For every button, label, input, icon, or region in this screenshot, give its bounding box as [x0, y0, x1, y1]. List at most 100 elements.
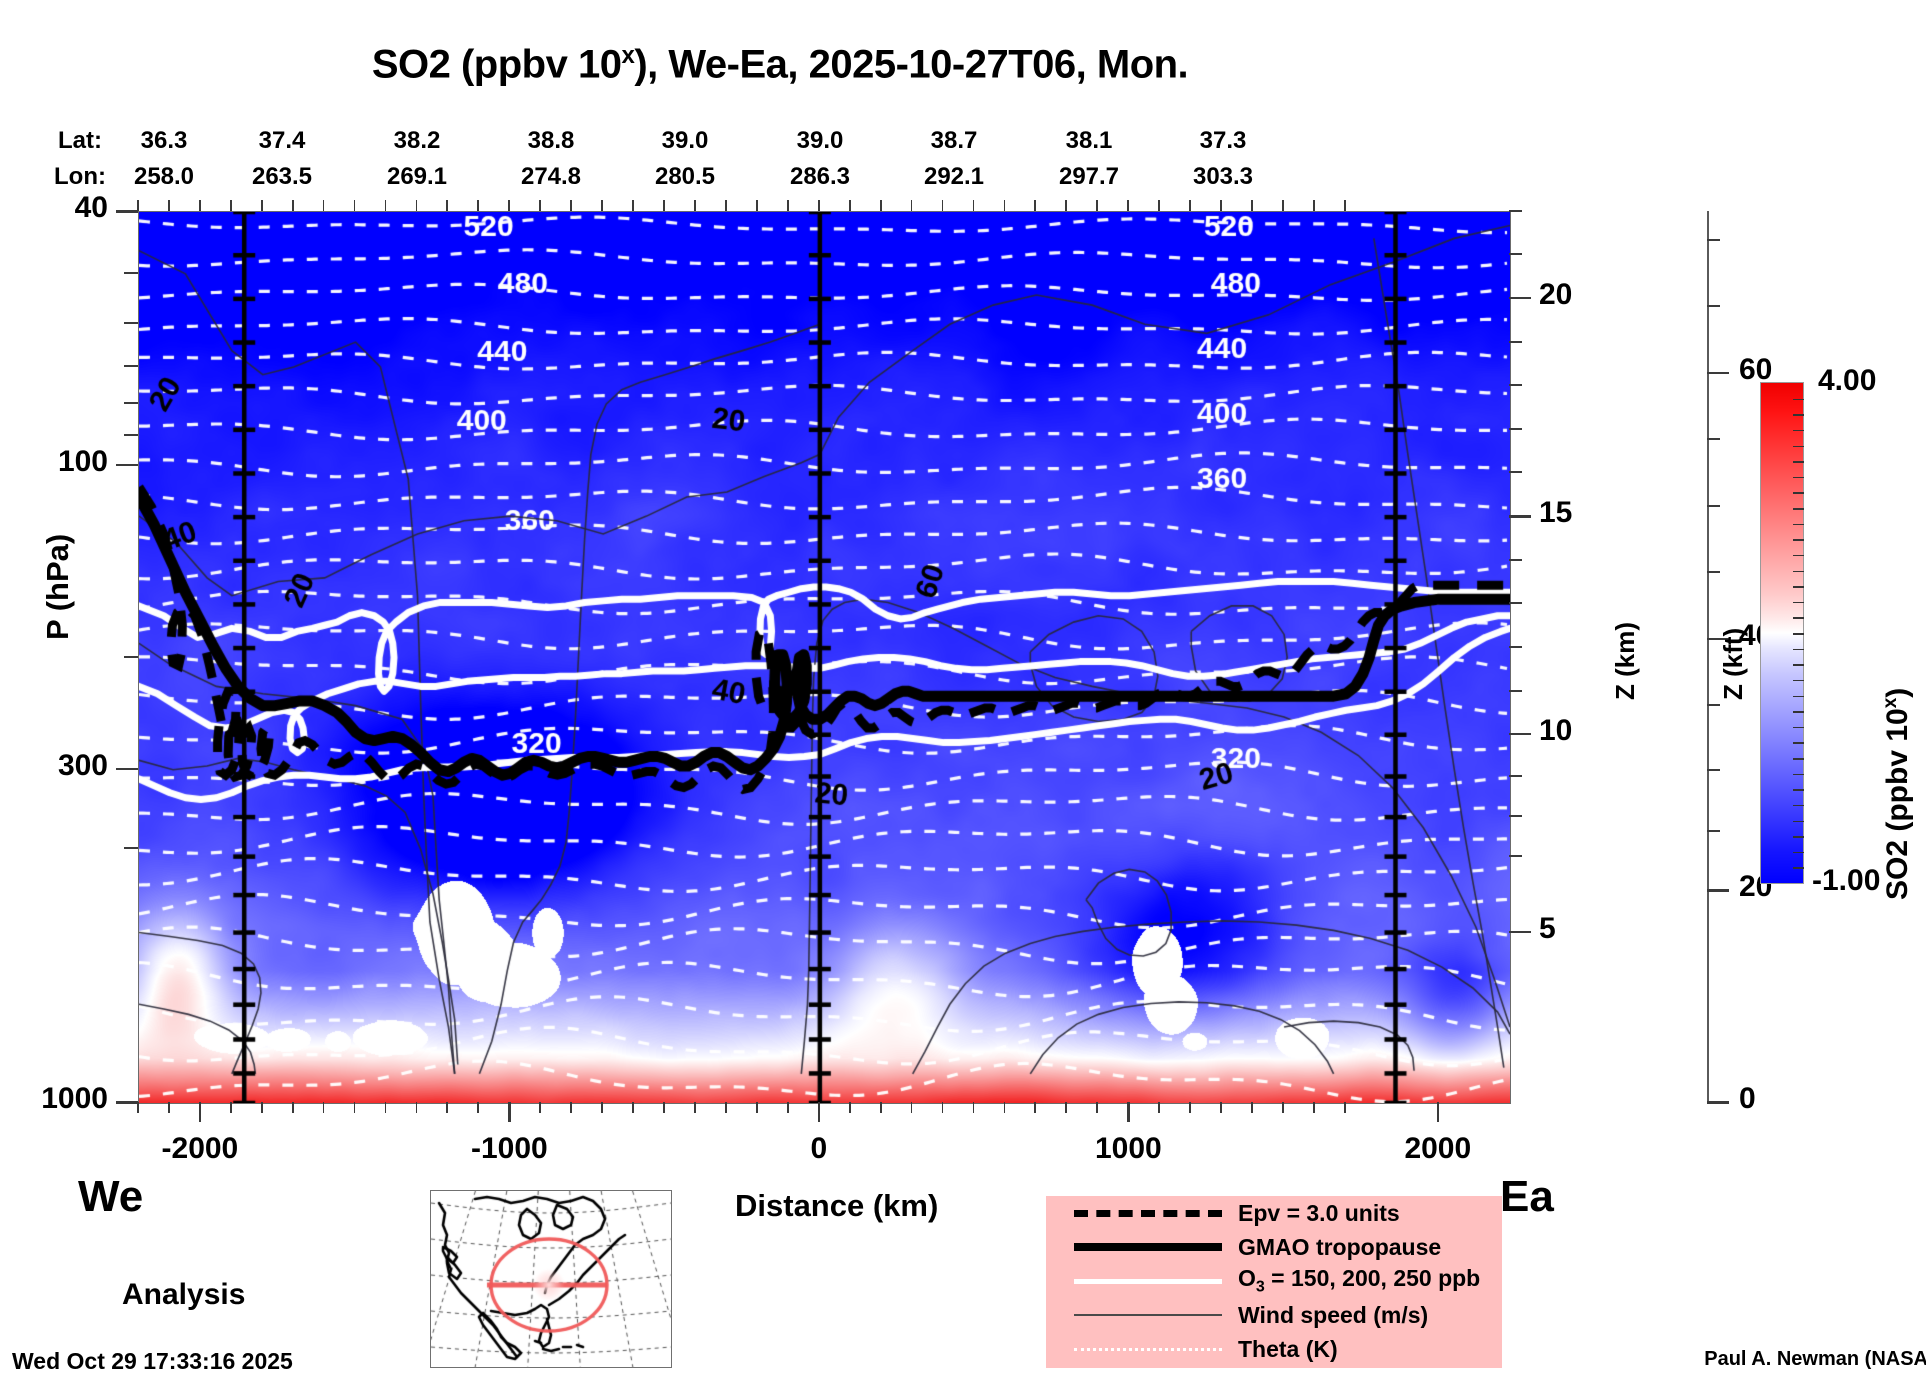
lon-value-3: 274.8: [520, 163, 582, 190]
lat-value-5: 39.0: [796, 127, 844, 154]
legend-item-windspeed: Wind speed (m/s): [1046, 1298, 1502, 1332]
axis-tick: [1707, 504, 1720, 507]
axis-tick: [229, 1102, 232, 1113]
axis-tick: [477, 1102, 480, 1113]
axis-tick: [848, 1102, 851, 1113]
axis-tick: [1509, 602, 1522, 605]
latitude-label: Lat:: [58, 127, 102, 154]
colorbar[interactable]: [1760, 382, 1804, 884]
page-title: SO2 (ppbv 10x), We-Ea, 2025-10-27T06, Mo…: [0, 42, 1560, 87]
axis-tick: [116, 1101, 138, 1104]
axis-tick: [1509, 732, 1531, 736]
axis-tick: [1707, 238, 1720, 241]
tropopause-line-sample: [1074, 1230, 1222, 1264]
title-prefix: SO2 (ppbv 10: [371, 42, 622, 87]
z-km-tick-5: 5: [1539, 911, 1556, 945]
legend-item-theta: Theta (K): [1046, 1332, 1502, 1366]
pressure-tick-1000: 1000: [41, 1082, 108, 1115]
colorbar-tick: [1793, 742, 1804, 744]
axis-tick: [1509, 384, 1522, 387]
longitude-label: Lon:: [54, 163, 106, 190]
axis-tick: [1509, 689, 1522, 692]
colorbar-tick: [1793, 570, 1804, 572]
lon-value-1: 263.5: [251, 163, 313, 190]
title-suffix: ), We-Ea, 2025-10-27T06, Mon.: [634, 42, 1189, 87]
axis-tick: [1065, 200, 1068, 211]
legend-label-epv: Epv = 3.0 units: [1238, 1199, 1400, 1226]
author-credit: Paul A. Newman (NASA: [1704, 1348, 1926, 1370]
axis-tick: [1707, 830, 1720, 833]
axis-tick: [1509, 854, 1522, 857]
colorbar-tick: [1793, 711, 1804, 713]
colorbar-tick: [1793, 789, 1804, 791]
windspeed-line-sample: [1074, 1298, 1222, 1332]
colorbar-tick: [1793, 601, 1804, 604]
colorbar-tick: [1793, 508, 1804, 510]
axis-tick: [1158, 1102, 1161, 1113]
axis-tick: [229, 200, 232, 211]
colorbar-tick: [1793, 492, 1804, 494]
pressure-tick-100: 100: [57, 444, 108, 478]
colorbar-tick: [1793, 804, 1804, 807]
ozone-line-sample: [1074, 1264, 1222, 1298]
distance-tick--1000: -1000: [471, 1132, 548, 1165]
lon-value-4: 280.5: [654, 163, 716, 190]
locator-map-canvas: [431, 1191, 671, 1367]
axis-tick: [539, 200, 542, 211]
z-kft-tick-60: 60: [1739, 352, 1773, 386]
lon-value-2: 269.1: [386, 163, 448, 190]
axis-tick: [260, 1102, 263, 1113]
axis-tick: [879, 200, 882, 211]
legend-item-epv: Epv = 3.0 units: [1046, 1196, 1502, 1230]
axis-tick: [910, 1102, 913, 1113]
axis-tick: [817, 200, 820, 211]
colorbar-tick: [1793, 476, 1804, 479]
locator-map[interactable]: [430, 1190, 672, 1368]
axis-tick: [353, 200, 356, 211]
z-kft-tick-0: 0: [1739, 1082, 1756, 1115]
z-km-tick-15: 15: [1539, 496, 1573, 530]
axis-tick: [116, 210, 138, 213]
axis-tick: [601, 1102, 604, 1113]
axis-tick: [1509, 427, 1522, 430]
axis-tick: [725, 200, 727, 211]
axis-tick: [1065, 1102, 1068, 1113]
colorbar-tick: [1793, 429, 1804, 432]
axis-tick: [1707, 438, 1720, 441]
axis-tick: [477, 200, 480, 211]
axis-tick: [941, 1102, 944, 1113]
colorbar-tick: [1793, 820, 1804, 822]
axis-tick: [1034, 1102, 1037, 1113]
axis-tick: [1313, 1102, 1315, 1113]
distance-tick-2000: 2000: [1404, 1132, 1472, 1165]
axis-tick: [1158, 200, 1161, 211]
axis-tick: [725, 1102, 727, 1113]
axis-tick: [1509, 296, 1531, 300]
so2-field-canvas: [139, 212, 1510, 1103]
axis-tick: [570, 1102, 573, 1113]
axis-tick: [124, 434, 138, 437]
theta-line-sample: [1074, 1332, 1222, 1366]
east-endpoint-label: Ea: [1500, 1172, 1554, 1221]
colorbar-title: SO2 (ppbv 10x): [1880, 687, 1914, 900]
axis-tick: [415, 200, 418, 211]
axis-tick: [124, 364, 138, 367]
distance-tick-1000: 1000: [1094, 1132, 1162, 1165]
axis-tick: [353, 1102, 356, 1113]
colorbar-tick: [1793, 726, 1804, 729]
lat-value-6: 38.7: [930, 127, 978, 154]
colorbar-tick: [1793, 633, 1804, 635]
lon-value-6: 292.1: [923, 163, 985, 190]
cross-section-plot[interactable]: [138, 211, 1511, 1104]
lat-value-4: 39.0: [661, 127, 709, 154]
axis-tick: [508, 200, 511, 211]
axis-tick: [1707, 371, 1729, 375]
axis-tick: [1509, 515, 1531, 518]
colorbar-tick: [1793, 664, 1804, 666]
epv-line-sample: [1074, 1196, 1222, 1230]
axis-tick: [116, 463, 138, 467]
axis-tick: [1509, 210, 1522, 212]
legend-item-tropopause: GMAO tropopause: [1046, 1230, 1502, 1264]
